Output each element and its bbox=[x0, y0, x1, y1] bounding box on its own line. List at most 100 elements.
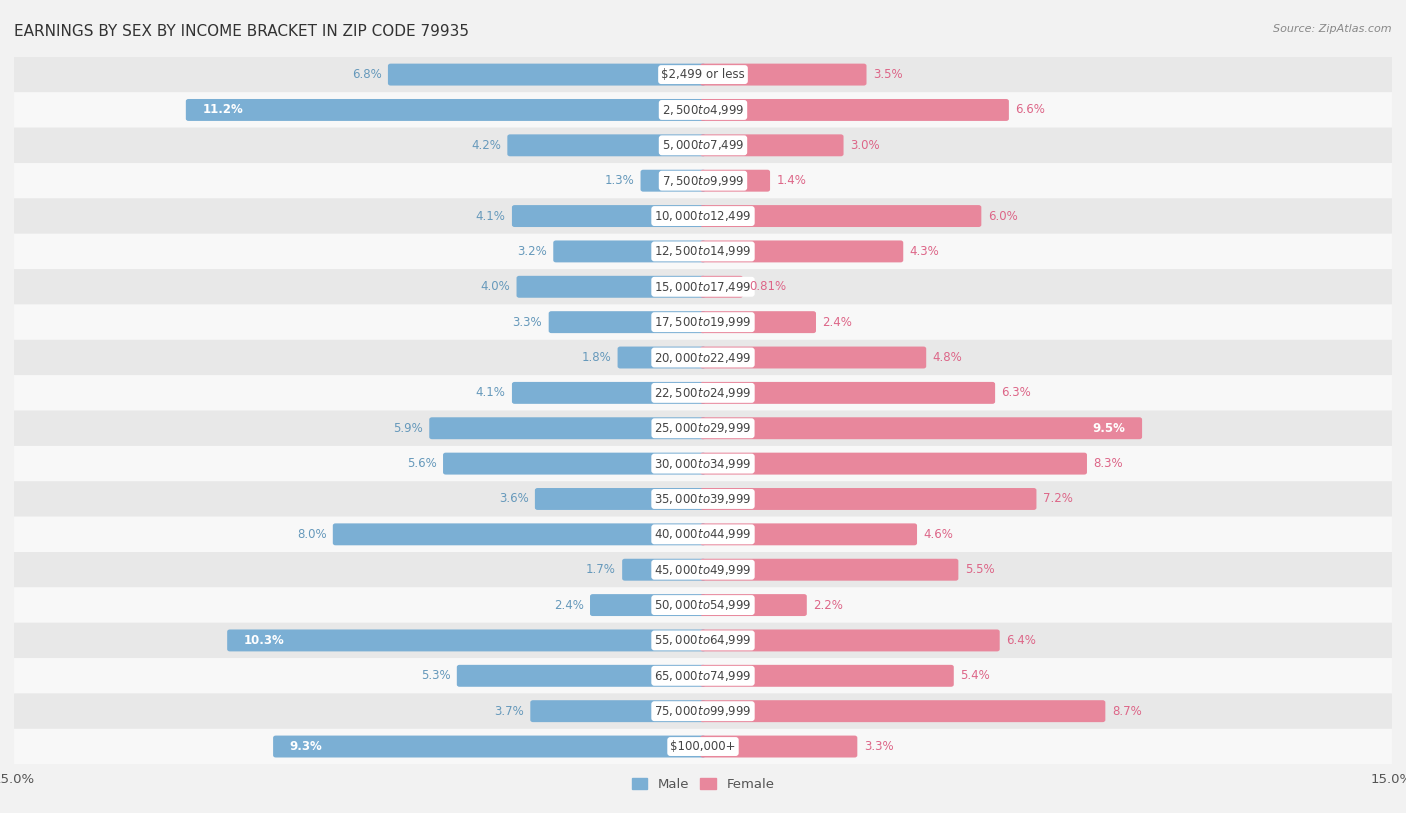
FancyBboxPatch shape bbox=[14, 198, 1392, 233]
Text: Source: ZipAtlas.com: Source: ZipAtlas.com bbox=[1274, 24, 1392, 34]
Text: 6.8%: 6.8% bbox=[352, 68, 381, 81]
FancyBboxPatch shape bbox=[700, 170, 770, 192]
FancyBboxPatch shape bbox=[700, 134, 844, 156]
Text: 3.6%: 3.6% bbox=[499, 493, 529, 506]
FancyBboxPatch shape bbox=[429, 417, 706, 439]
Text: 5.9%: 5.9% bbox=[394, 422, 423, 435]
Text: 3.3%: 3.3% bbox=[863, 740, 893, 753]
FancyBboxPatch shape bbox=[700, 559, 959, 580]
Text: 5.5%: 5.5% bbox=[965, 563, 994, 576]
FancyBboxPatch shape bbox=[14, 92, 1392, 128]
Text: 1.4%: 1.4% bbox=[776, 174, 807, 187]
FancyBboxPatch shape bbox=[14, 729, 1392, 764]
FancyBboxPatch shape bbox=[14, 446, 1392, 481]
Text: 2.2%: 2.2% bbox=[813, 598, 844, 611]
FancyBboxPatch shape bbox=[591, 594, 706, 616]
Text: $15,000 to $17,499: $15,000 to $17,499 bbox=[654, 280, 752, 293]
Text: 1.8%: 1.8% bbox=[582, 351, 612, 364]
Text: $5,000 to $7,499: $5,000 to $7,499 bbox=[662, 138, 744, 152]
Text: $45,000 to $49,999: $45,000 to $49,999 bbox=[654, 563, 752, 576]
Text: 0.81%: 0.81% bbox=[749, 280, 786, 293]
Text: 6.6%: 6.6% bbox=[1015, 103, 1045, 116]
FancyBboxPatch shape bbox=[273, 736, 706, 758]
Text: $12,500 to $14,999: $12,500 to $14,999 bbox=[654, 245, 752, 259]
Text: 4.3%: 4.3% bbox=[910, 245, 939, 258]
FancyBboxPatch shape bbox=[14, 623, 1392, 659]
FancyBboxPatch shape bbox=[14, 304, 1392, 340]
FancyBboxPatch shape bbox=[14, 411, 1392, 446]
Text: $17,500 to $19,999: $17,500 to $19,999 bbox=[654, 315, 752, 329]
FancyBboxPatch shape bbox=[554, 241, 706, 263]
Text: $40,000 to $44,999: $40,000 to $44,999 bbox=[654, 528, 752, 541]
FancyBboxPatch shape bbox=[700, 63, 866, 85]
Text: 3.2%: 3.2% bbox=[517, 245, 547, 258]
Text: $55,000 to $64,999: $55,000 to $64,999 bbox=[654, 633, 752, 647]
Text: $7,500 to $9,999: $7,500 to $9,999 bbox=[662, 174, 744, 188]
FancyBboxPatch shape bbox=[14, 128, 1392, 163]
FancyBboxPatch shape bbox=[14, 375, 1392, 411]
FancyBboxPatch shape bbox=[641, 170, 706, 192]
Text: 3.5%: 3.5% bbox=[873, 68, 903, 81]
Text: 8.7%: 8.7% bbox=[1112, 705, 1142, 718]
FancyBboxPatch shape bbox=[14, 269, 1392, 304]
FancyBboxPatch shape bbox=[14, 552, 1392, 587]
Text: $30,000 to $34,999: $30,000 to $34,999 bbox=[654, 457, 752, 471]
Text: 5.6%: 5.6% bbox=[406, 457, 437, 470]
FancyBboxPatch shape bbox=[700, 417, 1142, 439]
FancyBboxPatch shape bbox=[228, 629, 706, 651]
FancyBboxPatch shape bbox=[14, 481, 1392, 517]
Text: $22,500 to $24,999: $22,500 to $24,999 bbox=[654, 386, 752, 400]
Text: 6.3%: 6.3% bbox=[1001, 386, 1031, 399]
FancyBboxPatch shape bbox=[700, 453, 1087, 475]
Text: 4.2%: 4.2% bbox=[471, 139, 501, 152]
Text: 10.3%: 10.3% bbox=[243, 634, 284, 647]
FancyBboxPatch shape bbox=[14, 587, 1392, 623]
Text: 4.6%: 4.6% bbox=[924, 528, 953, 541]
FancyBboxPatch shape bbox=[700, 241, 903, 263]
Text: 2.4%: 2.4% bbox=[823, 315, 852, 328]
FancyBboxPatch shape bbox=[14, 693, 1392, 729]
Text: $50,000 to $54,999: $50,000 to $54,999 bbox=[654, 598, 752, 612]
Text: 2.4%: 2.4% bbox=[554, 598, 583, 611]
Text: $65,000 to $74,999: $65,000 to $74,999 bbox=[654, 669, 752, 683]
FancyBboxPatch shape bbox=[14, 517, 1392, 552]
FancyBboxPatch shape bbox=[457, 665, 706, 687]
FancyBboxPatch shape bbox=[548, 311, 706, 333]
FancyBboxPatch shape bbox=[14, 57, 1392, 92]
Text: 7.2%: 7.2% bbox=[1043, 493, 1073, 506]
FancyBboxPatch shape bbox=[623, 559, 706, 580]
Text: 3.0%: 3.0% bbox=[851, 139, 880, 152]
Text: 9.5%: 9.5% bbox=[1092, 422, 1126, 435]
Text: 5.3%: 5.3% bbox=[420, 669, 450, 682]
Text: $2,500 to $4,999: $2,500 to $4,999 bbox=[662, 103, 744, 117]
Text: 6.0%: 6.0% bbox=[988, 210, 1018, 223]
FancyBboxPatch shape bbox=[443, 453, 706, 475]
FancyBboxPatch shape bbox=[700, 665, 953, 687]
FancyBboxPatch shape bbox=[700, 488, 1036, 510]
FancyBboxPatch shape bbox=[530, 700, 706, 722]
FancyBboxPatch shape bbox=[700, 311, 815, 333]
FancyBboxPatch shape bbox=[700, 629, 1000, 651]
FancyBboxPatch shape bbox=[14, 340, 1392, 375]
FancyBboxPatch shape bbox=[700, 346, 927, 368]
Text: 11.2%: 11.2% bbox=[202, 103, 243, 116]
Text: $10,000 to $12,499: $10,000 to $12,499 bbox=[654, 209, 752, 223]
FancyBboxPatch shape bbox=[700, 524, 917, 546]
Text: 6.4%: 6.4% bbox=[1007, 634, 1036, 647]
Text: 8.0%: 8.0% bbox=[297, 528, 326, 541]
FancyBboxPatch shape bbox=[516, 276, 706, 298]
FancyBboxPatch shape bbox=[14, 659, 1392, 693]
Text: $35,000 to $39,999: $35,000 to $39,999 bbox=[654, 492, 752, 506]
FancyBboxPatch shape bbox=[333, 524, 706, 546]
Text: $100,000+: $100,000+ bbox=[671, 740, 735, 753]
Text: 4.1%: 4.1% bbox=[475, 210, 506, 223]
Text: 4.0%: 4.0% bbox=[481, 280, 510, 293]
FancyBboxPatch shape bbox=[700, 382, 995, 404]
FancyBboxPatch shape bbox=[700, 276, 742, 298]
FancyBboxPatch shape bbox=[700, 700, 1105, 722]
FancyBboxPatch shape bbox=[512, 205, 706, 227]
FancyBboxPatch shape bbox=[14, 233, 1392, 269]
Text: 9.3%: 9.3% bbox=[290, 740, 322, 753]
Text: 4.8%: 4.8% bbox=[932, 351, 962, 364]
FancyBboxPatch shape bbox=[512, 382, 706, 404]
